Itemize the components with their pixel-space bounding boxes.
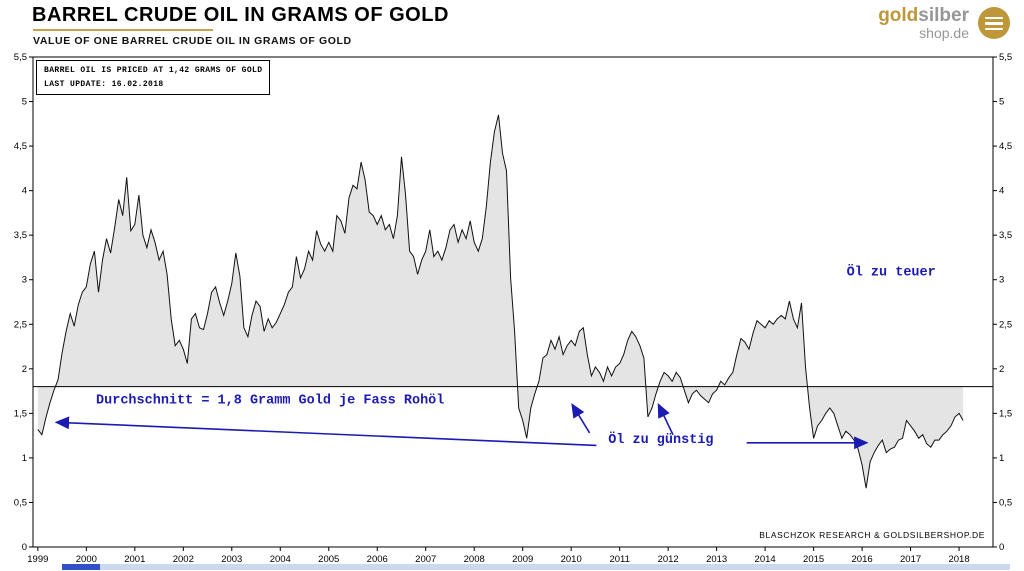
logo-gold-text: gold xyxy=(878,5,919,26)
x-axis-label: 2010 xyxy=(561,554,582,565)
y-axis-label-right: 3,5 xyxy=(999,230,1012,241)
y-axis-label-left: 4 xyxy=(22,186,27,197)
y-axis-label-left: 4,5 xyxy=(14,141,27,152)
y-axis-label-right: 5 xyxy=(999,97,1004,108)
x-axis-label: 2014 xyxy=(755,554,776,565)
y-axis-label-left: 2 xyxy=(22,364,27,375)
x-axis-label: 2005 xyxy=(318,554,339,565)
x-axis-label: 2002 xyxy=(173,554,194,565)
page-title: BARREL CRUDE OIL IN GRAMS OF GOLD xyxy=(32,4,449,26)
x-axis-label: 2003 xyxy=(221,554,242,565)
logo-silber-text: silber xyxy=(918,5,969,26)
y-axis-label-right: 1,5 xyxy=(999,408,1012,419)
logo-text: goldsilber shop.de xyxy=(878,6,969,41)
x-axis-label: 2017 xyxy=(900,554,921,565)
y-axis-label-right: 5,5 xyxy=(999,52,1012,63)
x-axis-label: 2018 xyxy=(948,554,969,565)
y-axis-label-left: 0,5 xyxy=(14,497,27,508)
y-axis-label-left: 1,5 xyxy=(14,408,27,419)
x-axis-label: 2008 xyxy=(464,554,485,565)
annotation-arrow xyxy=(54,416,597,447)
title-underline xyxy=(33,29,213,31)
x-axis-label: 2009 xyxy=(512,554,533,565)
y-axis-label-right: 0,5 xyxy=(999,497,1012,508)
average-label: Durchschnitt = 1,8 Gramm Gold je Fass Ro… xyxy=(96,394,444,409)
x-axis-label: 2004 xyxy=(270,554,291,565)
y-axis-label-left: 5,5 xyxy=(14,52,27,63)
y-axis-label-right: 4,5 xyxy=(999,141,1012,152)
price-info-box: BARREL OIL IS PRICED AT 1,42 GRAMS OF GO… xyxy=(36,60,271,96)
horizontal-scrollbar[interactable] xyxy=(62,564,1010,570)
series-area-fill xyxy=(37,114,964,489)
x-axis-label: 2001 xyxy=(124,554,145,565)
y-axis-label-left: 3,5 xyxy=(14,230,27,241)
coin-stack-icon xyxy=(978,7,1010,40)
series-line xyxy=(37,114,964,489)
logo-wordmark: goldsilber xyxy=(878,6,969,26)
annotation-arrow xyxy=(571,403,591,434)
x-axis-label: 2013 xyxy=(706,554,727,565)
x-axis-label: 2000 xyxy=(76,554,97,565)
scrollbar-thumb[interactable] xyxy=(62,564,100,570)
annotation-too-cheap: Öl zu günstig xyxy=(608,431,713,448)
x-axis-label: 2006 xyxy=(367,554,388,565)
x-axis-label: 2007 xyxy=(415,554,436,565)
y-axis-label-right: 4 xyxy=(999,186,1004,197)
x-axis-label: 2012 xyxy=(658,554,679,565)
credit-text: BLASCHZOK RESEARCH & GOLDSILBERSHOP.DE xyxy=(759,530,985,540)
y-axis-label-right: 0 xyxy=(999,542,1004,553)
y-axis-label-left: 3 xyxy=(22,275,27,286)
y-axis-label-right: 3 xyxy=(999,275,1004,286)
y-axis-label-left: 1 xyxy=(22,453,27,464)
x-axis-label: 1999 xyxy=(27,554,48,565)
y-axis-label-right: 2 xyxy=(999,364,1004,375)
y-axis-label-left: 2,5 xyxy=(14,319,27,330)
page-subtitle: VALUE OF ONE BARREL CRUDE OIL IN GRAMS O… xyxy=(33,35,352,47)
y-axis-label-left: 5 xyxy=(22,97,27,108)
y-axis-label-right: 1 xyxy=(999,453,1004,464)
goldsilbershop-logo: goldsilber shop.de xyxy=(878,6,1010,41)
annotation-arrow xyxy=(657,403,674,436)
x-axis-label: 2016 xyxy=(852,554,873,565)
y-axis-label-left: 0 xyxy=(22,542,27,553)
annotation-too-expensive: Öl zu teuer xyxy=(847,263,936,280)
last-update-line: LAST UPDATE: 16.02.2018 xyxy=(44,79,164,89)
plot-frame xyxy=(32,56,994,548)
logo-shop-text: shop.de xyxy=(919,24,969,41)
x-axis-label: 2011 xyxy=(609,554,629,565)
price-info-line: BARREL OIL IS PRICED AT 1,42 GRAMS OF GO… xyxy=(44,66,263,75)
x-axis-label: 2015 xyxy=(803,554,824,565)
y-axis-label-right: 2,5 xyxy=(999,319,1012,330)
